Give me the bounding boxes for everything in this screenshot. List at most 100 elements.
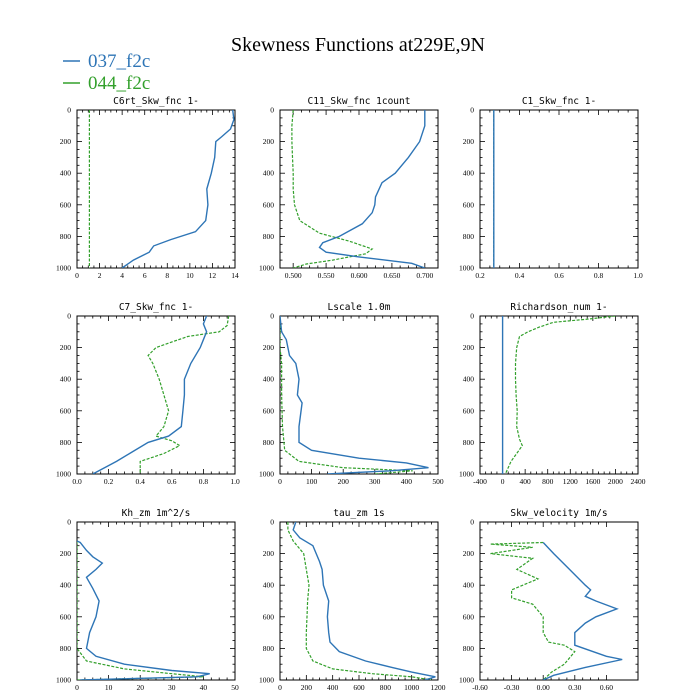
series-line-037-f2c bbox=[292, 522, 436, 680]
panel-title: C11_Skw_fnc 1count bbox=[308, 96, 411, 107]
y-tick-label: 0 bbox=[470, 106, 474, 115]
x-tick-label: 4 bbox=[120, 271, 124, 280]
x-tick-label: 2400 bbox=[631, 477, 646, 486]
y-tick-label: 0 bbox=[270, 312, 274, 321]
series-line-044-f2c bbox=[280, 316, 413, 474]
x-tick-label: 1.0 bbox=[230, 477, 240, 486]
y-tick-label: 400 bbox=[463, 375, 475, 384]
plot-frame bbox=[76, 315, 236, 475]
x-tick-label: 1000 bbox=[404, 683, 419, 692]
x-tick-label: 1200 bbox=[431, 683, 446, 692]
legend-label-044-f2c: 044_f2c bbox=[88, 73, 150, 94]
x-tick-label: 0.4 bbox=[515, 271, 525, 280]
x-tick-label: 14 bbox=[231, 271, 239, 280]
x-tick-label: 0.30 bbox=[568, 683, 581, 692]
x-tick-label: 0.2 bbox=[475, 271, 485, 280]
x-tick-label: 0.4 bbox=[136, 477, 146, 486]
y-tick-label: 800 bbox=[263, 438, 275, 447]
x-tick-label: 0.60 bbox=[600, 683, 613, 692]
y-tick-label: 0 bbox=[470, 518, 474, 527]
panel-8: Skw_velocity 1m/s 0 200 400 600 800 1000-0.60 -… bbox=[459, 508, 639, 692]
series-line-037-f2c bbox=[318, 110, 426, 268]
x-tick-label: 0 bbox=[75, 683, 79, 692]
y-tick-label: 400 bbox=[60, 581, 72, 590]
y-tick-label: 600 bbox=[463, 200, 475, 209]
y-tick-label: 0 bbox=[67, 312, 71, 321]
x-tick-label: 400 bbox=[520, 477, 532, 486]
y-tick-label: 800 bbox=[263, 232, 275, 241]
y-tick-label: 200 bbox=[463, 549, 475, 558]
y-tick-label: 1000 bbox=[56, 676, 71, 685]
x-tick-label: 1.0 bbox=[633, 271, 643, 280]
x-tick-label: 800 bbox=[380, 683, 392, 692]
y-tick-label: 1000 bbox=[459, 676, 474, 685]
x-tick-label: 2 bbox=[98, 271, 102, 280]
series-line-044-f2c bbox=[490, 541, 576, 680]
x-tick-label: 0 bbox=[278, 477, 282, 486]
y-tick-label: 200 bbox=[463, 137, 475, 146]
y-tick-label: 400 bbox=[463, 581, 475, 590]
x-tick-label: 0.650 bbox=[383, 271, 400, 280]
series-line-044-f2c bbox=[287, 522, 432, 680]
y-tick-label: 400 bbox=[263, 375, 275, 384]
y-tick-label: 800 bbox=[263, 644, 275, 653]
x-tick-label: 0.8 bbox=[594, 271, 604, 280]
y-tick-label: 0 bbox=[470, 312, 474, 321]
y-tick-label: 1000 bbox=[459, 264, 474, 273]
y-tick-label: 800 bbox=[463, 232, 475, 241]
figure-title: Skewness Functions at229E,9N bbox=[231, 34, 485, 56]
series-line-037-f2c bbox=[280, 316, 429, 474]
x-tick-label: 0.6 bbox=[167, 477, 177, 486]
x-tick-label: 30 bbox=[168, 683, 176, 692]
y-tick-label: 1000 bbox=[56, 264, 71, 273]
series-line-044-f2c bbox=[139, 316, 230, 474]
plot-frame bbox=[279, 521, 439, 681]
y-tick-label: 400 bbox=[463, 169, 475, 178]
x-tick-label: 20 bbox=[136, 683, 144, 692]
y-tick-label: 1000 bbox=[459, 470, 474, 479]
panel-1: C11_Skw_fnc 1count 0 200 400 600 800 1000 0.500… bbox=[259, 96, 439, 280]
x-tick-label: 10 bbox=[105, 683, 113, 692]
plot-frame bbox=[76, 109, 236, 269]
y-tick-label: 400 bbox=[263, 581, 275, 590]
panel-title: tau_zm 1s bbox=[333, 508, 384, 519]
x-tick-label: 1600 bbox=[585, 477, 600, 486]
x-tick-label: 50 bbox=[231, 683, 239, 692]
panel-title: Kh_zm 1m^2/s bbox=[122, 508, 191, 519]
series-line-037-f2c bbox=[92, 316, 208, 474]
y-tick-label: 600 bbox=[463, 406, 475, 415]
y-tick-label: 200 bbox=[60, 549, 72, 558]
plot-frame bbox=[479, 315, 639, 475]
panel-title: Skw_velocity 1m/s bbox=[510, 508, 607, 519]
y-tick-label: 200 bbox=[463, 343, 475, 352]
x-tick-label: 1200 bbox=[563, 477, 578, 486]
x-tick-label: -400 bbox=[473, 477, 487, 486]
series-line-044-f2c bbox=[291, 110, 374, 268]
x-tick-label: 10 bbox=[186, 271, 194, 280]
y-tick-label: 600 bbox=[60, 406, 72, 415]
panel-title: Richardson_num 1- bbox=[510, 302, 607, 313]
series-line-037-f2c bbox=[121, 110, 235, 268]
x-tick-label: 0.500 bbox=[285, 271, 302, 280]
x-tick-label: -0.30 bbox=[504, 683, 520, 692]
x-tick-label: 0.0 bbox=[72, 477, 82, 486]
x-tick-label: 200 bbox=[338, 477, 350, 486]
y-tick-label: 600 bbox=[60, 612, 72, 621]
series-line-044-f2c bbox=[504, 316, 616, 474]
y-tick-label: 800 bbox=[60, 644, 72, 653]
y-tick-label: 600 bbox=[263, 406, 275, 415]
y-tick-label: 200 bbox=[263, 343, 275, 352]
y-tick-label: 0 bbox=[67, 106, 71, 115]
y-tick-label: 200 bbox=[60, 137, 72, 146]
panel-4: Lscale 1.0m 0 200 400 600 800 1000 0 100 200 300 40… bbox=[259, 302, 444, 486]
y-tick-label: 800 bbox=[463, 644, 475, 653]
y-tick-label: 800 bbox=[60, 438, 72, 447]
x-tick-label: 800 bbox=[542, 477, 554, 486]
y-tick-label: 0 bbox=[67, 518, 71, 527]
x-tick-label: 400 bbox=[327, 683, 339, 692]
y-tick-label: 200 bbox=[263, 137, 275, 146]
y-tick-label: 400 bbox=[60, 169, 72, 178]
y-tick-label: 0 bbox=[270, 518, 274, 527]
